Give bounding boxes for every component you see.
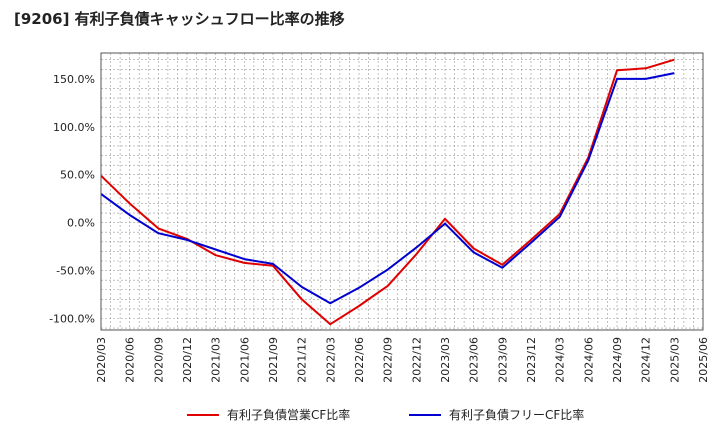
x-tick-label: 2024/03 — [554, 337, 567, 383]
x-tick-label: 2020/12 — [181, 337, 194, 383]
series-lines — [100, 58, 675, 326]
y-tick-label: 0.0% — [67, 217, 95, 230]
y-tick-label: 50.0% — [60, 169, 95, 182]
grid-lines — [101, 53, 703, 330]
y-tick-label: 150.0% — [53, 73, 95, 86]
y-tick-label: -50.0% — [56, 265, 95, 278]
series-line-1 — [100, 58, 675, 326]
x-tick-label: 2020/03 — [95, 337, 108, 383]
x-tick-label: 2021/06 — [238, 337, 251, 383]
legend-label: 有利子負債フリーCF比率 — [449, 407, 584, 422]
series-line-2 — [100, 72, 675, 305]
x-tick-label: 2024/06 — [582, 337, 595, 383]
x-tick-label: 2024/09 — [611, 337, 624, 383]
legend: 有利子負債営業CF比率 有利子負債フリーCF比率 — [187, 407, 584, 422]
x-tick-label: 2024/12 — [640, 337, 653, 383]
x-tick-label: 2023/12 — [525, 337, 538, 383]
x-axis-ticks: 2020/03 2020/06 2020/09 2020/12 2021/03 2021/… — [95, 337, 710, 383]
legend-label: 有利子負債営業CF比率 — [227, 407, 350, 422]
x-tick-label: 2020/09 — [152, 337, 165, 383]
x-tick-label: 2023/03 — [439, 337, 452, 383]
x-tick-label: 2025/03 — [668, 337, 681, 383]
x-tick-label: 2022/03 — [324, 337, 337, 383]
x-tick-label: 2023/09 — [496, 337, 509, 383]
y-tick-label: 100.0% — [53, 121, 95, 134]
chart-title: [9206] 有利子負債キャッシュフロー比率の推移 — [14, 10, 345, 28]
x-tick-label: 2023/06 — [468, 337, 481, 383]
x-tick-label: 2022/06 — [353, 337, 366, 383]
y-axis-ticks: 150.0% 100.0% 50.0% 0.0% -50.0% -100.0% — [49, 73, 95, 326]
plot-frame — [100, 52, 704, 331]
x-tick-label: 2020/06 — [124, 337, 137, 383]
x-tick-label: 2022/12 — [410, 337, 423, 383]
x-tick-label: 2021/03 — [210, 337, 223, 383]
x-tick-label: 2021/09 — [267, 337, 280, 383]
x-tick-label: 2022/09 — [382, 337, 395, 383]
y-tick-label: -100.0% — [49, 312, 95, 325]
x-tick-label: 2021/12 — [296, 337, 309, 383]
x-tick-label: 2025/06 — [697, 337, 710, 383]
